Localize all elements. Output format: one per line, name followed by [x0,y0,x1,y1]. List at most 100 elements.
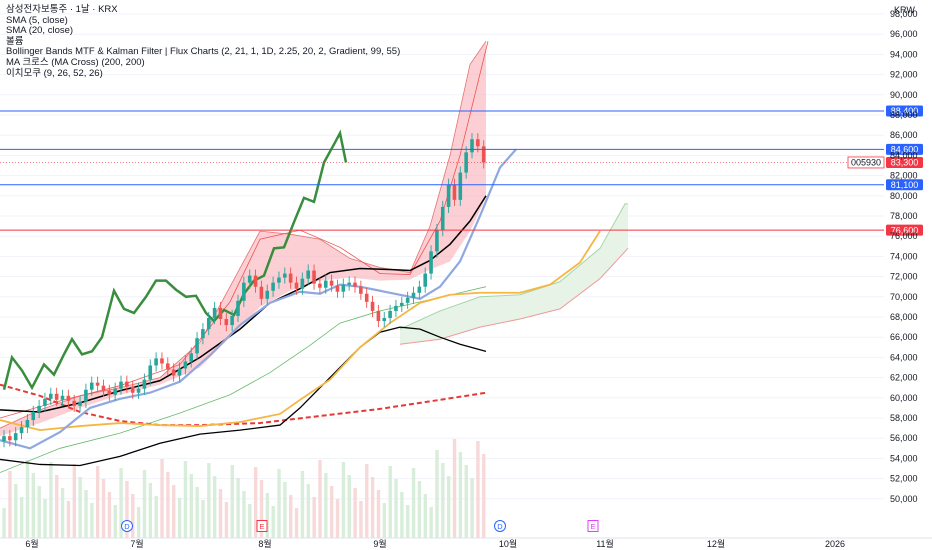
price-level-label: 88,400 [891,106,919,116]
candle-body [166,363,170,370]
candle-body [394,305,398,311]
y-tick-label: 98,000 [890,9,918,19]
ichimoku-span-b [399,247,629,345]
volume-bar [388,466,392,538]
candle-body [306,270,310,279]
candle-body [189,353,193,362]
candle-body [49,393,53,399]
candle-body [212,307,217,319]
legend-flux[interactable]: Bollinger Bands MTF & Kalman Filter | Fl… [6,46,401,58]
volume-bar [142,470,147,538]
volume-bar [476,441,480,538]
candle-body [265,290,270,299]
candle-body [253,275,258,287]
candle-body [247,275,252,283]
volume-bar [417,481,422,538]
volume-bar [253,467,258,538]
candle-body [183,361,188,369]
sma-20-orange [0,230,601,432]
legend-ma-cross[interactable]: MA 크로스 (MA Cross) (200, 200) [6,56,145,68]
volume-bar [8,471,12,538]
volume-bar [101,479,106,538]
volume-bar [324,473,328,538]
volume-bar [230,465,234,538]
last-price-badge [886,156,923,168]
event-marker-label: E [259,522,264,531]
volume-bar [90,503,94,538]
y-tick-label: 72,000 [890,272,918,282]
candle-body [382,318,387,322]
volume-bar [14,484,18,538]
candle-body [470,139,474,153]
candle-body [125,381,129,387]
kalman-green-line [2,129,348,391]
candle-body [435,230,439,252]
event-marker-label: E [590,522,595,531]
volume-bar [248,504,252,538]
candle-body [107,390,112,395]
y-tick-label: 68,000 [890,312,918,322]
y-tick-label: 54,000 [890,453,918,463]
candle-body [329,280,334,286]
candle-body [236,300,240,316]
volume-bar [406,505,410,538]
kalman-black-lower [0,326,487,467]
volume-bar [25,460,30,538]
earnings-event-marker[interactable] [587,520,599,532]
candle-body [277,277,281,283]
candle-body [288,273,293,283]
candle-body [417,286,422,293]
y-tick-label: 96,000 [890,29,918,39]
legend-sma5[interactable]: SMA (5, close) [6,14,68,26]
ichimoku-cloud [400,203,628,345]
candle-body [60,395,65,400]
volume-bar [347,475,351,538]
volume-bar [189,474,193,538]
x-tick-label: 2026 [825,539,845,549]
volume-bar [289,495,293,538]
volume-bar [183,461,188,538]
dividend-event-marker[interactable] [121,520,133,532]
candle-body [411,292,416,298]
volume-bar [359,501,363,538]
volume-bar [49,462,53,538]
candle-body [259,286,264,299]
earnings-event-marker[interactable] [256,520,268,532]
legend-volume[interactable]: 볼륨 [6,35,24,47]
volume-bar [271,506,275,538]
legend-sma20[interactable]: SMA (20, close) [6,25,74,37]
price-level-badge [886,105,923,117]
candle-body [318,283,322,288]
candle-body [8,436,12,441]
x-tick-label: 6월 [25,538,38,549]
volume-bar [78,477,82,538]
chart-legend: 삼성전자보통주 · 1날 · KRX SMA (5, close) SMA (2… [6,4,401,79]
y-tick-label: 74,000 [890,251,918,261]
volume-bar [259,480,264,538]
candle-body [2,436,6,442]
candle-body [195,338,199,354]
volume-bar [435,450,439,538]
y-tick-label: 82,000 [890,171,918,181]
event-marker-label: D [124,522,130,531]
candle-body [154,358,158,366]
volume-bar [353,488,357,538]
legend-ichimoku[interactable]: 이치모쿠 (9, 26, 52, 26) [6,67,103,79]
candle-body [148,365,153,380]
volume-bar [394,479,398,538]
x-tick-label: 9월 [373,538,386,549]
volume-bar [429,507,433,538]
candle-body [341,284,346,292]
candle-body [101,385,106,391]
price-level-badge [886,179,923,191]
candle-body [218,307,223,320]
x-tick-label: 7월 [130,538,143,549]
candle-body [353,282,357,287]
dividend-event-marker[interactable] [494,520,506,532]
volume-bar [277,469,281,538]
candle-body [388,310,392,319]
volume-bar [66,501,71,538]
y-tick-label: 56,000 [890,433,918,443]
volume-bar [376,490,381,538]
